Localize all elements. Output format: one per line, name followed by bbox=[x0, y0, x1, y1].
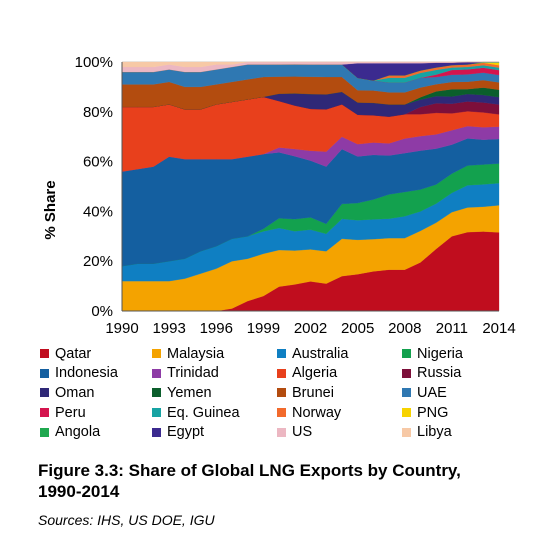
legend-label: Trinidad bbox=[167, 365, 219, 382]
legend-label: Algeria bbox=[292, 365, 338, 382]
figure-caption: Figure 3.3: Share of Global LNG Exports … bbox=[38, 460, 538, 502]
legend-swatch bbox=[277, 388, 286, 398]
legend-item: Qatar bbox=[40, 344, 152, 364]
legend-label: Indonesia bbox=[55, 365, 118, 382]
legend-label: US bbox=[292, 424, 313, 441]
legend-swatch bbox=[277, 349, 286, 359]
legend-swatch bbox=[40, 368, 49, 378]
legend-label: Norway bbox=[292, 404, 342, 421]
legend-item: Peru bbox=[40, 403, 152, 423]
x-tick-label: 1999 bbox=[247, 320, 280, 337]
legend-swatch bbox=[402, 388, 411, 398]
caption-line-1: Figure 3.3: Share of Global LNG Exports … bbox=[38, 461, 461, 480]
legend-item: UAE bbox=[402, 383, 522, 403]
legend-swatch bbox=[402, 368, 411, 378]
legend-swatch bbox=[40, 388, 49, 398]
legend-item: Egypt bbox=[152, 422, 277, 442]
legend-swatch bbox=[277, 408, 286, 418]
legend-item: Indonesia bbox=[40, 364, 152, 384]
x-tick-label: 2005 bbox=[341, 320, 374, 337]
y-axis-label: % Share bbox=[42, 180, 59, 239]
legend-label: Brunei bbox=[292, 384, 334, 401]
area-series bbox=[121, 61, 500, 312]
legend-label: UAE bbox=[417, 384, 447, 401]
area-libya bbox=[121, 61, 499, 68]
sources-note: Sources: IHS, US DOE, IGU bbox=[38, 512, 215, 528]
y-tick-labels: 0% 20% 40% 60% 80% 100% bbox=[75, 54, 113, 320]
legend-swatch bbox=[402, 349, 411, 359]
x-tick-label: 2014 bbox=[482, 320, 515, 337]
legend-swatch bbox=[152, 368, 161, 378]
legend-swatch bbox=[152, 349, 161, 359]
y-tick-label: 20% bbox=[83, 253, 113, 270]
legend-label: Russia bbox=[417, 365, 462, 382]
axes bbox=[121, 62, 499, 312]
legend-swatch bbox=[402, 408, 411, 418]
y-tick-label: 40% bbox=[83, 203, 113, 220]
legend-label: Nigeria bbox=[417, 345, 463, 362]
legend-label: PNG bbox=[417, 404, 449, 421]
legend-swatch bbox=[40, 349, 49, 359]
y-tick-label: 60% bbox=[83, 154, 113, 171]
legend-label: Yemen bbox=[167, 384, 212, 401]
legend-label: Oman bbox=[55, 384, 95, 401]
legend-label: Peru bbox=[55, 404, 86, 421]
legend-item: US bbox=[277, 422, 402, 442]
legend-item: Malaysia bbox=[152, 344, 277, 364]
legend-item: Trinidad bbox=[152, 364, 277, 384]
legend-item: Libya bbox=[402, 422, 522, 442]
x-tick-label: 1990 bbox=[105, 320, 138, 337]
legend-item: PNG bbox=[402, 403, 522, 423]
legend-swatch bbox=[152, 388, 161, 398]
chart: % Share 0%20%40%60%80%100% 1990 1993 1996 1… bbox=[42, 54, 516, 337]
legend-swatch bbox=[277, 427, 286, 437]
y-tick-label: 80% bbox=[83, 104, 113, 121]
legend-swatch bbox=[152, 427, 161, 437]
legend-label: Libya bbox=[417, 424, 452, 441]
x-tick-label: 1996 bbox=[200, 320, 233, 337]
legend-item: Australia bbox=[277, 344, 402, 364]
legend-item: Yemen bbox=[152, 383, 277, 403]
legend-swatch bbox=[40, 427, 49, 437]
legend-label: Malaysia bbox=[167, 345, 225, 362]
legend-item: Angola bbox=[40, 422, 152, 442]
legend-label: Eq. Guinea bbox=[167, 404, 240, 421]
x-tick-label: 1993 bbox=[152, 320, 185, 337]
caption-line-2: 1990-2014 bbox=[38, 482, 120, 501]
legend-swatch bbox=[277, 368, 286, 378]
legend-label: Qatar bbox=[55, 345, 92, 362]
legend-swatch bbox=[40, 408, 49, 418]
legend-label: Egypt bbox=[167, 424, 205, 441]
y-tick-label: 100% bbox=[75, 54, 113, 71]
y-tick-label: 0% bbox=[91, 303, 113, 320]
legend-item: Algeria bbox=[277, 364, 402, 384]
x-tick-labels: 1990 1993 1996 1999 2002 2005 2008 2011 2014 bbox=[105, 320, 515, 337]
legend-label: Angola bbox=[55, 424, 101, 441]
x-tick-label: 2011 bbox=[436, 320, 468, 337]
legend: Qatar Malaysia Australia Nigeria Indonesia Tr… bbox=[40, 344, 540, 442]
legend-item: Nigeria bbox=[402, 344, 522, 364]
x-tick-label: 2002 bbox=[294, 320, 327, 337]
legend-item: Russia bbox=[402, 364, 522, 384]
legend-item: Brunei bbox=[277, 383, 402, 403]
legend-swatch bbox=[402, 427, 411, 437]
legend-swatch bbox=[152, 408, 161, 418]
legend-item: Eq. Guinea bbox=[152, 403, 277, 423]
x-tick-label: 2008 bbox=[388, 320, 421, 337]
legend-label: Australia bbox=[292, 345, 349, 362]
legend-item: Oman bbox=[40, 383, 152, 403]
legend-item: Norway bbox=[277, 403, 402, 423]
